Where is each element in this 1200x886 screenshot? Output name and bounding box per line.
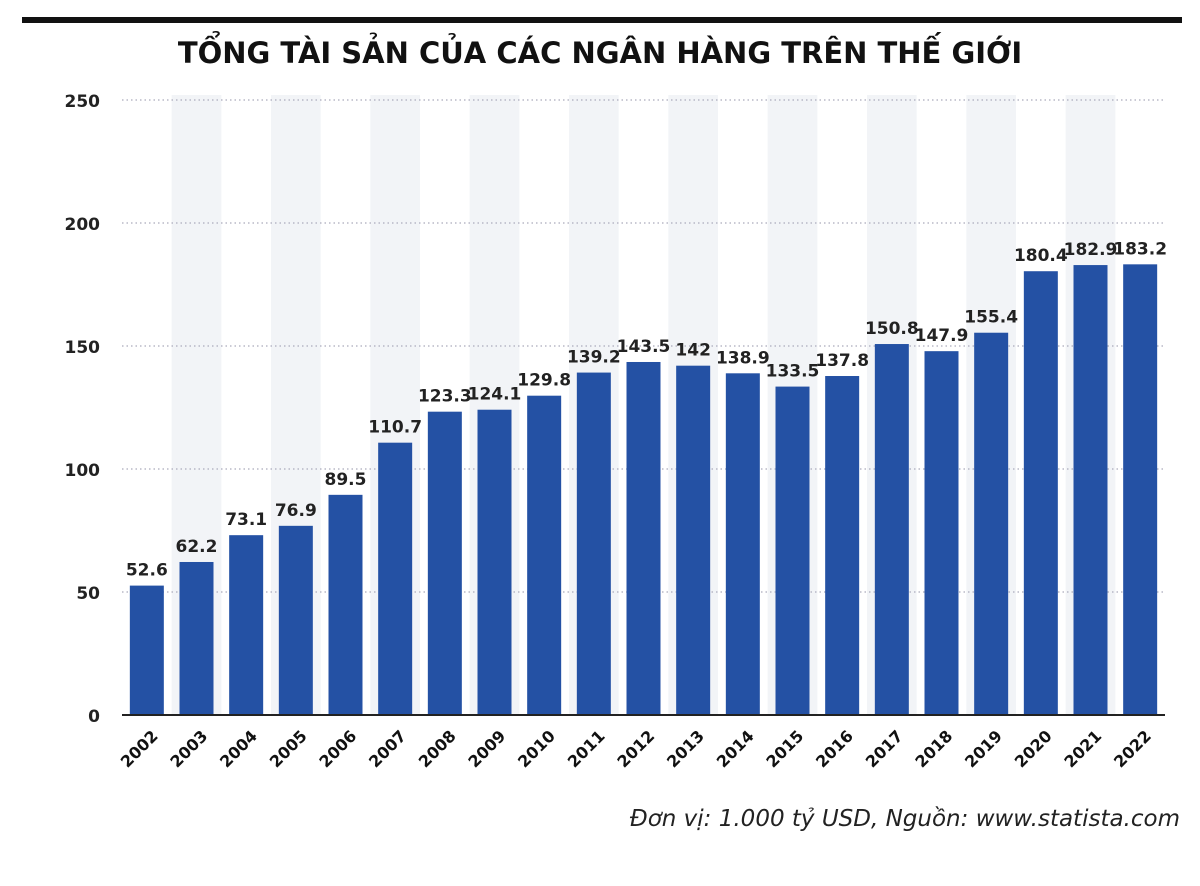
bar xyxy=(974,332,1009,715)
y-tick-label: 100 xyxy=(65,461,101,481)
data-label: 138.9 xyxy=(716,348,770,368)
data-label: 129.8 xyxy=(517,371,571,391)
y-tick-label: 200 xyxy=(65,215,101,235)
y-tick-label: 250 xyxy=(65,92,101,112)
x-tick-label: 2005 xyxy=(266,726,311,771)
x-tick-label: 2013 xyxy=(663,726,708,771)
data-label: 76.9 xyxy=(275,501,317,521)
x-tick-label: 2019 xyxy=(961,726,1006,771)
data-label: 52.6 xyxy=(126,561,168,581)
bar xyxy=(1073,265,1108,715)
data-label: 147.9 xyxy=(915,326,969,346)
data-label: 150.8 xyxy=(865,319,919,339)
bar xyxy=(576,372,611,715)
bar xyxy=(229,535,264,715)
x-tick-label: 2018 xyxy=(911,726,956,771)
x-tick-label: 2008 xyxy=(415,726,460,771)
data-label: 73.1 xyxy=(225,510,267,530)
x-tick-label: 2017 xyxy=(862,726,907,771)
data-label: 182.9 xyxy=(1064,240,1118,260)
data-label: 139.2 xyxy=(567,348,621,368)
bar xyxy=(527,395,562,715)
data-label: 183.2 xyxy=(1113,239,1167,259)
x-tick-label: 2016 xyxy=(812,726,857,771)
x-tick-label: 2006 xyxy=(315,726,360,771)
x-tick-label: 2012 xyxy=(613,726,658,771)
data-label: 123.3 xyxy=(418,387,472,407)
data-label: 124.1 xyxy=(468,385,522,405)
x-tick-label: 2002 xyxy=(117,726,162,771)
x-tick-label: 2004 xyxy=(216,726,261,771)
bar xyxy=(1123,264,1158,715)
data-label: 137.8 xyxy=(815,351,869,371)
bar xyxy=(278,525,313,715)
bar xyxy=(328,494,363,715)
data-label: 180.4 xyxy=(1014,246,1068,266)
x-tick-label: 2015 xyxy=(762,726,807,771)
top-rule xyxy=(22,17,1182,23)
bar xyxy=(725,373,760,715)
x-tick-label: 2007 xyxy=(365,726,410,771)
bar xyxy=(626,361,661,715)
data-label: 133.5 xyxy=(766,362,820,382)
y-tick-label: 50 xyxy=(76,584,100,604)
data-label: 142 xyxy=(675,341,711,361)
bar xyxy=(427,411,462,715)
y-tick-label: 0 xyxy=(88,707,100,727)
data-label: 155.4 xyxy=(964,308,1018,328)
data-label: 143.5 xyxy=(617,337,671,357)
x-tick-label: 2011 xyxy=(564,726,609,771)
bar xyxy=(825,376,860,715)
bar xyxy=(378,442,413,715)
bar xyxy=(477,409,512,715)
x-tick-label: 2014 xyxy=(713,726,758,771)
source-footnote: Đơn vị: 1.000 tỷ USD, Nguồn: www.statist… xyxy=(629,806,1180,832)
x-tick-label: 2009 xyxy=(464,726,509,771)
bar xyxy=(129,585,164,715)
bar xyxy=(874,344,909,715)
y-tick-label: 150 xyxy=(65,338,101,358)
bar xyxy=(924,351,959,715)
chart-title: TỔNG TÀI SẢN CỦA CÁC NGÂN HÀNG TRÊN THẾ … xyxy=(177,36,1023,70)
data-label: 89.5 xyxy=(325,470,367,490)
x-tick-label: 2020 xyxy=(1011,726,1056,771)
bar xyxy=(676,365,711,715)
x-tick-label: 2022 xyxy=(1110,726,1155,771)
x-tick-label: 2003 xyxy=(166,726,211,771)
data-label: 110.7 xyxy=(368,418,422,438)
bar xyxy=(1023,271,1058,715)
x-tick-label: 2021 xyxy=(1060,726,1105,771)
bar xyxy=(179,561,214,715)
x-tick-label: 2010 xyxy=(514,726,559,771)
data-label: 62.2 xyxy=(176,537,218,557)
bar xyxy=(775,386,810,715)
